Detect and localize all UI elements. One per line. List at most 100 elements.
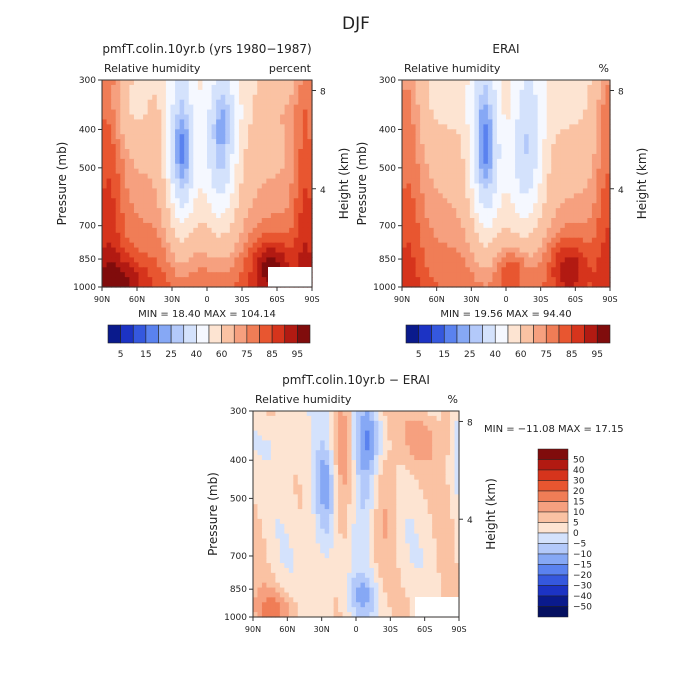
heatmap-cell [284,411,290,417]
heatmap-cell [432,425,438,432]
heatmap-cell [406,139,412,145]
colorbar-swatch [170,324,185,344]
heatmap-cell [216,114,222,121]
heatmap-cell [524,262,530,268]
heatmap-cell [569,237,575,244]
heatmap-cell [293,99,299,106]
heatmap-cell [474,89,480,96]
heatmap-cell [270,247,277,254]
heatmap-cell [542,218,548,224]
heatmap-cell [456,232,462,239]
heatmap-cell [156,80,162,86]
heatmap-cell [115,94,121,101]
heatmap-cell [424,193,430,199]
heatmap-cell [564,84,570,91]
heatmap-cell [424,208,430,214]
heatmap-cell [289,222,295,229]
heatmap-cell [138,178,144,185]
heatmap-cell [270,153,277,160]
heatmap-cell [447,183,453,190]
heatmap-cell [311,474,317,481]
heatmap-cell [188,247,194,254]
heatmap-cell [415,149,421,155]
heatmap-cell [266,149,272,155]
heatmap-cell [578,104,584,111]
heatmap-cell [197,114,204,121]
heatmap-cell [138,218,144,224]
heatmap-cell [279,464,285,471]
heatmap-cell [456,222,462,229]
heatmap-cell [229,139,235,145]
heatmap-cell [207,129,213,135]
heatmap-cell [275,474,281,481]
heatmap-cell [207,267,213,273]
heatmap-cell [288,509,294,515]
heatmap-cell [193,247,199,254]
heatmap-cell [415,114,421,121]
heatmap-cell [170,163,176,170]
heatmap-cell [492,272,498,278]
heatmap-cell [257,425,263,432]
heatmap-cell [197,277,204,283]
heatmap-cell [460,149,466,155]
heatmap-cell [329,479,335,486]
heatmap-cell [284,445,290,451]
heatmap-cell [600,119,607,125]
heatmap-cell [587,272,593,278]
heatmap-cell [252,109,258,116]
heatmap-cell [424,139,430,145]
heatmap-cell [564,80,570,86]
heatmap-cell [496,218,503,224]
heatmap-cell [460,99,466,106]
heatmap-cell [243,94,249,101]
heatmap-cell [298,109,304,116]
heatmap-cell [546,262,552,268]
heatmap-cell [510,267,516,273]
heatmap-cell [115,124,121,130]
heatmap-cell [418,455,424,461]
heatmap-cell [537,168,543,175]
heatmap-cell [102,80,108,86]
heatmap-cell [129,163,135,170]
heatmap-cell [143,173,149,180]
heatmap-cell [402,144,408,150]
heatmap-cell [542,208,548,214]
heatmap-cell [564,198,570,204]
heatmap-cell [483,208,489,214]
heatmap-cell [284,213,290,219]
heatmap-cell [197,80,204,86]
heatmap-cell [302,183,309,190]
heatmap-cell [456,168,462,175]
heatmap-cell [170,134,176,140]
heatmap-cell [252,193,258,199]
heatmap-cell [582,277,588,283]
heatmap-cell [111,134,117,140]
heatmap-cell [202,282,208,288]
heatmap-cell [302,247,309,254]
heatmap-cell [487,282,494,288]
heatmap-cell [423,489,429,495]
heatmap-cell [369,411,375,417]
heatmap-cell [415,222,421,229]
heatmap-cell [202,109,208,116]
heatmap-cell [238,237,245,244]
heatmap-cell [546,153,552,160]
heatmap-cell [351,504,357,510]
heatmap-cell [280,168,286,175]
heatmap-cell [555,257,561,263]
heatmap-cell [234,208,240,214]
heatmap-cell [257,188,263,194]
heatmap-cell [293,420,299,427]
heatmap-cell [193,232,199,239]
heatmap-cell [487,193,494,199]
heatmap-cell [184,129,190,135]
heatmap-cell [418,435,424,442]
heatmap-cell [451,94,457,101]
heatmap-cell [207,178,213,185]
heatmap-cell [152,282,158,288]
heatmap-cell [293,129,299,135]
heatmap-cell [238,247,245,254]
heatmap-cell [524,178,530,185]
heatmap-cell [179,80,185,86]
heatmap-cell [533,139,539,145]
